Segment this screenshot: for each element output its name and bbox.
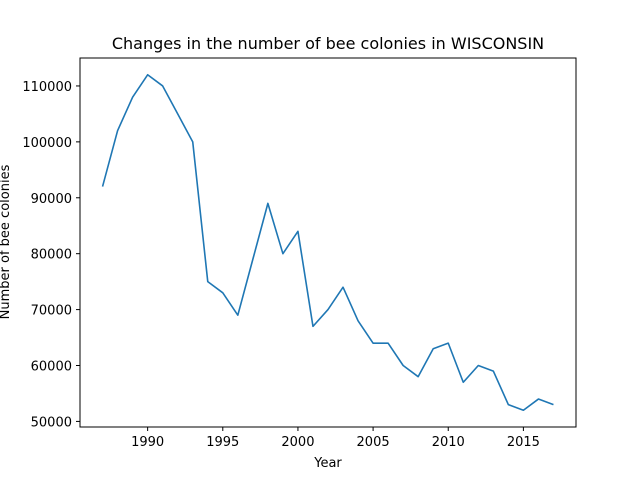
y-axis-label: Number of bee colonies xyxy=(0,164,13,319)
y-tick-label: 110000 xyxy=(22,80,72,95)
y-tick-label: 100000 xyxy=(22,136,72,151)
chart-title: Changes in the number of bee colonies in… xyxy=(112,34,544,53)
x-tick-label: 2000 xyxy=(281,435,314,450)
y-tick-label: 50000 xyxy=(31,415,72,430)
x-axis-label: Year xyxy=(313,456,342,471)
x-tick-label: 2005 xyxy=(357,435,390,450)
series-layer xyxy=(101,73,554,412)
x-tick-label: 2015 xyxy=(507,435,540,450)
y-tick-label: 90000 xyxy=(31,192,72,207)
y-tick-label: 60000 xyxy=(31,360,72,375)
y-tick-label: 70000 xyxy=(31,304,72,319)
series-line xyxy=(101,73,554,412)
x-tick-label: 1995 xyxy=(206,435,239,450)
plot-frame xyxy=(79,57,577,428)
plot-area xyxy=(79,57,577,428)
x-tick-label: 1990 xyxy=(131,435,164,450)
y-tick-label: 80000 xyxy=(31,248,72,263)
x-tick-label: 2010 xyxy=(432,435,465,450)
y-axis: 50000 60000 70000 80000 90000 100000 110000 xyxy=(22,80,80,430)
x-axis: 1990 1995 2000 2005 2010 2015 xyxy=(131,427,540,450)
